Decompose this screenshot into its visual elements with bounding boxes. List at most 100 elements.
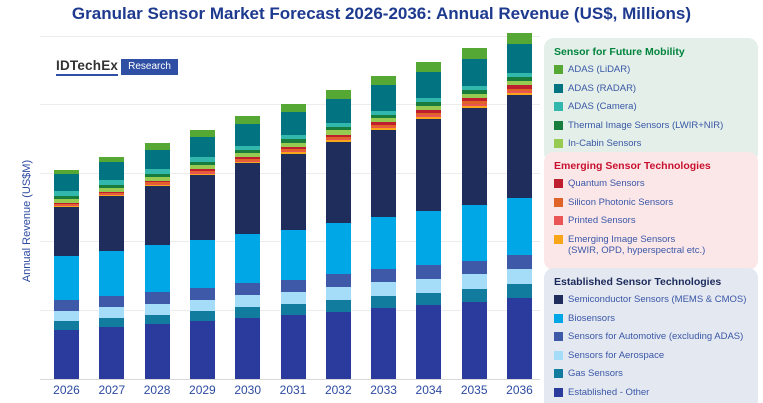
- bar-segment: [325, 222, 351, 275]
- bar-segment: [461, 85, 487, 91]
- bar-segment: [235, 307, 261, 319]
- gridline: [40, 35, 540, 37]
- legend-item-label: ADAS (LiDAR): [568, 64, 631, 75]
- bar-segment: [189, 239, 215, 288]
- bar-segment: [507, 93, 532, 96]
- bar-segment: [461, 105, 487, 108]
- bar-segment: [507, 255, 532, 270]
- bar-segment: [507, 85, 532, 89]
- legend-item: Quantum Sensors: [554, 178, 750, 190]
- bar-segment: [235, 149, 261, 154]
- bar-segment: [416, 109, 442, 113]
- bar-segment: [99, 318, 125, 327]
- x-axis-label: 2027: [98, 383, 126, 397]
- legend-item-label: In-Cabin Sensors: [568, 138, 642, 150]
- bar-segment: [235, 160, 261, 162]
- bar-segment: [325, 287, 351, 301]
- research-badge: Research: [121, 59, 178, 75]
- legend-item: Semiconductor Sensors (MEMS & CMOS): [554, 294, 750, 306]
- bar-segment: [507, 269, 532, 285]
- bar-segment: [371, 127, 397, 129]
- bar-segment: [280, 229, 306, 280]
- bar-segment: [325, 98, 351, 123]
- bar-segment: [325, 274, 351, 288]
- bar-segment: [461, 301, 487, 379]
- legend-item: Thermal Image Sensors (LWIR+NIR): [554, 120, 750, 132]
- bar-segment: [235, 116, 261, 124]
- bar-segment: [416, 112, 442, 116]
- bar-segment: [371, 118, 397, 123]
- bar-segment: [461, 58, 487, 86]
- bar-2036: [507, 33, 532, 379]
- legend-swatch-icon: [554, 179, 563, 188]
- legend-item-label: Biosensors: [568, 312, 615, 324]
- bar-segment: [144, 182, 170, 184]
- bar-segment: [507, 72, 532, 77]
- bar-segment: [416, 97, 442, 102]
- bar-segment: [416, 119, 442, 212]
- legend-item: Silicon Photonic Sensors: [554, 197, 750, 209]
- legend-panel-1: Sensor for Future Mobility ADAS (LiDAR) AD…: [544, 38, 758, 163]
- bar-segment: [325, 122, 351, 127]
- bar-segment: [507, 95, 532, 199]
- bar-segment: [54, 169, 79, 175]
- bar-segment: [54, 321, 79, 330]
- bar-segment: [461, 98, 487, 101]
- legend-swatch-icon: [554, 83, 563, 93]
- bar-segment: [54, 256, 79, 301]
- legend-item-label: Emerging Image Sensors (SWIR, OPD, hypers…: [568, 233, 706, 257]
- legend-swatch-icon: [554, 139, 563, 149]
- bar-segment: [235, 161, 261, 164]
- bar-segment: [325, 138, 351, 140]
- bar-segment: [325, 139, 351, 143]
- legend-item-label: Semiconductor Sensors (MEMS & CMOS): [568, 294, 747, 305]
- bar-segment: [144, 183, 170, 185]
- bar-segment: [461, 103, 487, 106]
- bar-segment: [461, 107, 487, 206]
- x-axis-label: 2028: [143, 383, 171, 397]
- bar-segment: [235, 157, 261, 159]
- legend-item: Emerging Image Sensors (SWIR, OPD, hypers…: [554, 234, 750, 257]
- x-axis-label: 2036: [506, 383, 533, 397]
- bar-segment: [144, 314, 170, 325]
- legend-swatch-icon: [554, 387, 563, 397]
- bar-segment: [54, 203, 79, 206]
- bar-segment: [189, 170, 215, 173]
- bar-segment: [461, 90, 487, 95]
- bar-segment: [280, 304, 306, 316]
- bar-segment: [416, 117, 442, 120]
- bar-segment: [235, 158, 261, 161]
- legend-swatch-icon: [554, 369, 563, 379]
- bar-segment: [325, 311, 351, 379]
- bar-segment: [99, 185, 125, 188]
- idtechex-logo-text: IDTechEx: [56, 58, 119, 76]
- bar-segment: [54, 205, 79, 206]
- bar-segment: [235, 233, 261, 284]
- bar-segment: [189, 299, 215, 312]
- bar-segment: [54, 300, 79, 312]
- bar-2033: [371, 76, 397, 379]
- bar-segment: [416, 105, 442, 110]
- bar-segment: [461, 274, 487, 289]
- bar-segment: [416, 115, 442, 118]
- bar-2028: [144, 143, 170, 379]
- bar-segment: [280, 154, 306, 230]
- bar-segment: [416, 101, 442, 106]
- bar-2030: [235, 116, 261, 379]
- legend-item: Sensors for Aerospace: [554, 350, 750, 362]
- chart-plot-area: [40, 26, 540, 380]
- bar-segment: [371, 76, 397, 86]
- bar-segment: [189, 129, 215, 137]
- bar-segment: [325, 130, 351, 135]
- bar-segment: [371, 85, 397, 111]
- bar-segment: [144, 324, 170, 379]
- bar-segment: [371, 282, 397, 297]
- bar-segment: [144, 185, 170, 246]
- bar-segment: [507, 76, 532, 82]
- bar-segment: [189, 169, 215, 171]
- bar-segment: [325, 136, 351, 139]
- bar-segment: [235, 283, 261, 296]
- legend-item-label: ADAS (Camera): [568, 101, 637, 113]
- bar-segment: [54, 203, 79, 204]
- bar-segment: [189, 287, 215, 300]
